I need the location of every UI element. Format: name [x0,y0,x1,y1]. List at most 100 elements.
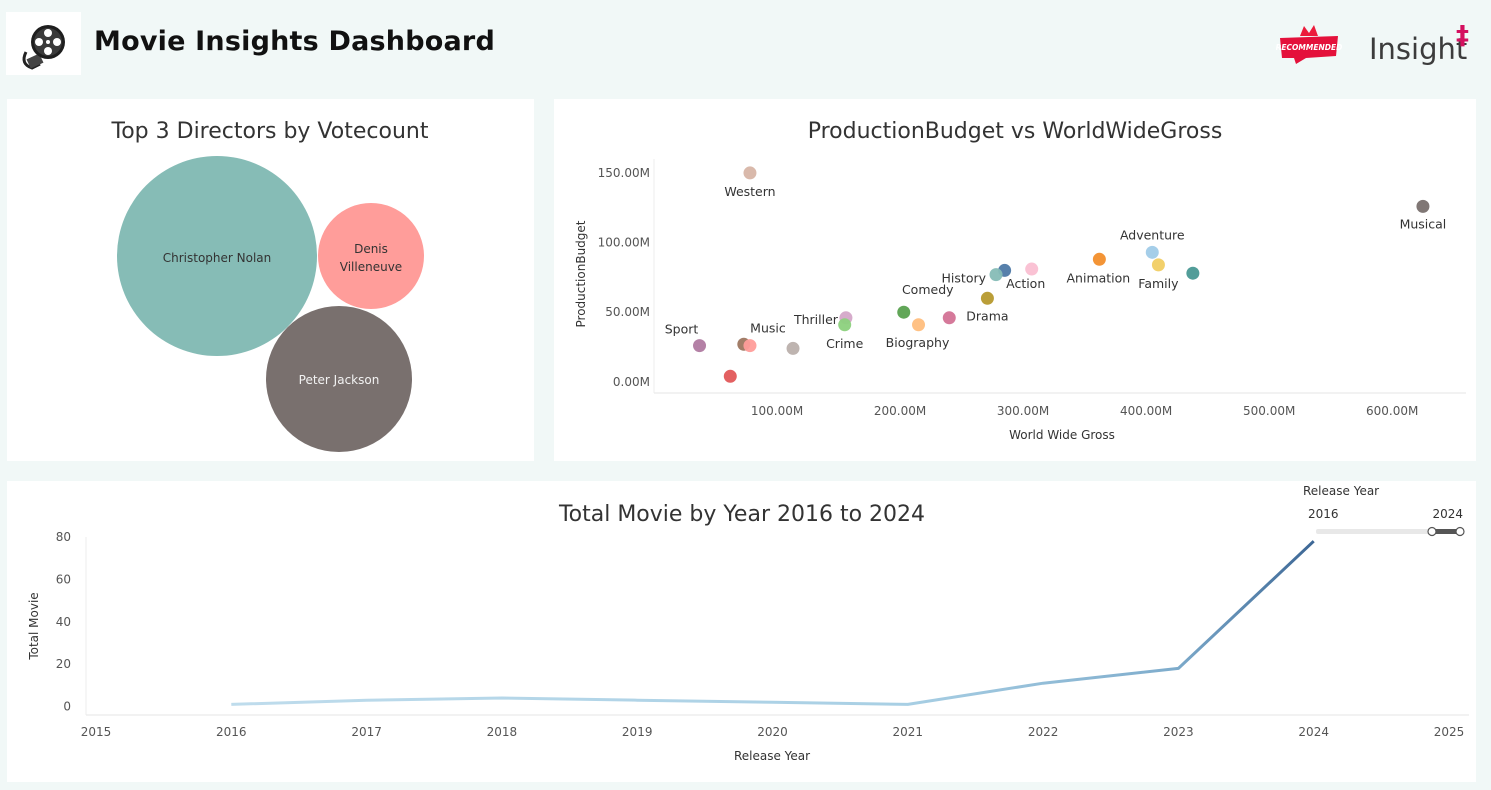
total-movie-series-line[interactable] [231,540,1315,706]
scatter-point[interactable] [942,311,956,325]
scatter-x-tick: 100.00M [751,404,803,418]
filter-slider-range [1432,529,1461,534]
line-x-tick: 2016 [216,725,247,739]
directors-panel: Top 3 Directors by Votecount Christopher… [7,99,534,461]
scatter-point-label: Music [750,321,786,336]
scatter-point[interactable] [838,318,852,332]
scatter-y-label: ProductionBudget [574,220,588,327]
directors-chart-title: Top 3 Directors by Votecount [111,119,429,144]
movies-by-year-line-chart: Total Movie by Year 2016 to 2024 Release… [27,484,1469,763]
scatter-point[interactable] [989,268,1003,282]
scatter-point-label: Adventure [1120,227,1185,242]
line-x-tick: 2015 [81,725,112,739]
filter-slider-track[interactable] [1316,529,1461,534]
line-x-tick: 2017 [351,725,382,739]
badge-text: RECOMMENDED [1276,43,1342,52]
scatter-point-label: Comedy [902,282,954,297]
bubble-mark-0[interactable] [117,156,317,356]
scatter-point-label: Action [1006,276,1045,291]
scatter-x-label: World Wide Gross [1009,428,1115,442]
scatter-point-label: Sport [665,322,699,337]
bubble-denis-villeneuve[interactable]: Denis Villeneuve [318,203,424,309]
scatter-x-tick: 600.00M [1366,404,1418,418]
scatter-point-label: History [942,271,987,286]
scatter-point-label: Western [724,184,775,199]
bubble-mark-2[interactable] [266,306,412,452]
scatter-y-tick: 50.00M [605,305,650,319]
bubble-label-0: Christopher Nolan [163,251,272,265]
bubble-label-1a: Denis [354,242,388,256]
scatter-point-label: Musical [1400,216,1447,231]
insight-logo: Insight ‡ [1369,22,1469,66]
line-y-label: Total Movie [27,592,41,660]
line-y-tick: 40 [56,615,71,629]
scatter-point-label: Animation [1067,270,1131,285]
brand-wordmark: Insight [1369,32,1467,66]
budget-gross-scatter: ProductionBudget vs WorldWideGross World… [574,119,1466,442]
scatter-point-label: Drama [966,308,1008,323]
scatter-y-tick: 100.00M [598,236,650,250]
recommended-badge: RECOMMENDED [1276,25,1342,64]
scatter-point-label: Biography [886,335,950,350]
scatter-point[interactable] [1025,262,1039,276]
scatter-x-tick: 400.00M [1120,404,1172,418]
line-y-tick: 20 [56,657,71,671]
line-x-tick: 2022 [1028,725,1059,739]
scatter-y-tick: 150.00M [598,166,650,180]
scatter-point[interactable] [1416,199,1430,213]
scatter-y-tick: 0.00M [613,375,650,389]
filter-title: Release Year [1303,484,1379,498]
line-y-tick: 60 [56,572,71,586]
line-x-tick: 2023 [1163,725,1194,739]
budget-gross-panel: ProductionBudget vs WorldWideGross World… [554,99,1476,461]
filter-slider-max-handle[interactable] [1455,526,1465,537]
scatter-point[interactable] [897,305,911,319]
thumbs-up-icon [1300,25,1318,36]
scatter-x-tick: 200.00M [874,404,926,418]
brand-mark-icon: ‡ [1456,22,1469,51]
bubble-label-2: Peter Jackson [299,373,380,387]
line-x-tick: 2018 [487,725,518,739]
scatter-title: ProductionBudget vs WorldWideGross [808,119,1223,144]
filter-min-value: 2016 [1308,507,1339,521]
badge-ribbon [1280,36,1338,64]
scatter-point[interactable] [912,318,926,332]
line-x-tick: 2021 [893,725,924,739]
scatter-point-label: Thriller [793,312,839,327]
scatter-point[interactable] [1145,245,1159,259]
scatter-point[interactable] [1151,258,1165,272]
film-reel-icon [22,25,65,70]
filter-max-value: 2024 [1432,507,1463,521]
scatter-point[interactable] [786,341,800,355]
scatter-point[interactable] [743,339,757,353]
bubble-mark-1[interactable] [318,203,424,309]
scatter-point[interactable] [1186,266,1200,280]
film-reel-logo [6,12,81,75]
filter-slider-min-handle[interactable] [1427,526,1437,537]
bubble-christopher-nolan[interactable]: Christopher Nolan [117,156,317,356]
line-x-tick: 2019 [622,725,653,739]
bubble-label-1b: Villeneuve [340,260,402,274]
scatter-point[interactable] [980,291,994,305]
line-x-tick: 2024 [1298,725,1329,739]
line-x-tick: 2020 [757,725,788,739]
directors-bubble-chart: Top 3 Directors by Votecount Christopher… [111,119,429,452]
page-title: Movie Insights Dashboard [94,26,495,57]
scatter-point[interactable] [1092,252,1106,266]
scatter-point[interactable] [693,339,707,353]
line-x-label: Release Year [734,749,810,763]
line-x-tick: 2025 [1434,725,1465,739]
scatter-point-label: Crime [826,336,864,351]
scatter-x-tick: 300.00M [997,404,1049,418]
line-y-tick: 80 [56,530,71,544]
scatter-point[interactable] [723,369,737,383]
movies-by-year-panel: Total Movie by Year 2016 to 2024 Release… [7,481,1476,782]
header: Movie Insights Dashboard RECOMMENDED Ins… [0,0,1491,90]
release-year-filter: Release Year 2016 2024 [1303,484,1465,537]
scatter-x-tick: 500.00M [1243,404,1295,418]
scatter-point-label: Family [1138,276,1179,291]
scatter-point[interactable] [743,166,757,180]
line-y-tick: 0 [63,700,71,714]
line-chart-title: Total Movie by Year 2016 to 2024 [558,502,925,527]
bubble-peter-jackson[interactable]: Peter Jackson [266,306,412,452]
